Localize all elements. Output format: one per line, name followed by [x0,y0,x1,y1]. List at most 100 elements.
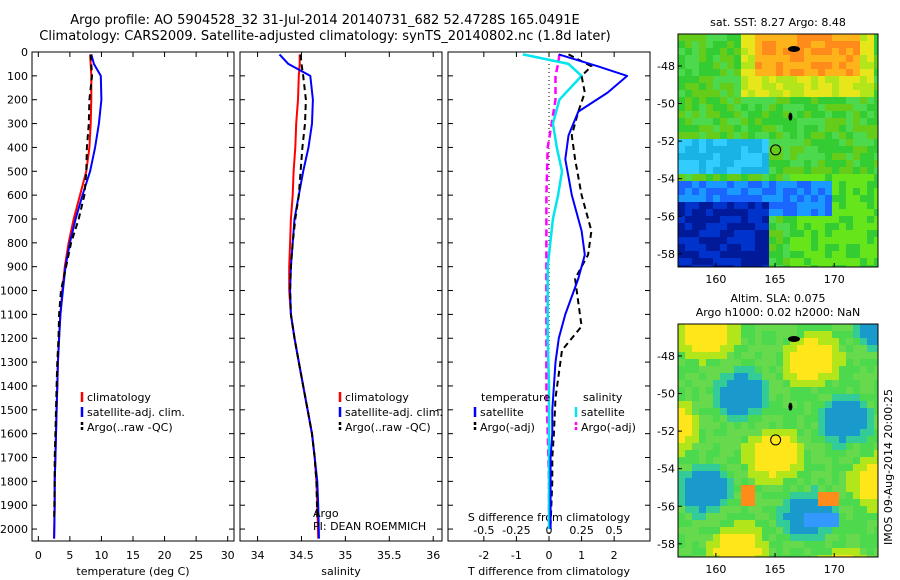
depth-tick-label: 600 [7,189,28,202]
sst-map-ytick-label: -48 [657,60,675,73]
difference-legend-sal-argo-label: Argo(-adj) [581,421,636,434]
depth-tick-label: 900 [7,261,28,274]
sst-island-shape [787,46,800,53]
figure-title-line1: Argo profile: AO 5904528_32 31-Jul-2014 … [70,13,580,28]
legend-temperature-heading: temperature [481,391,550,404]
salinity-legend-argo-label: Argo(..raw -QC) [345,421,431,434]
sla-map-ytick-label: -50 [657,388,675,401]
difference-salinity-argo-line [545,54,561,525]
depth-tick-label: 1300 [0,356,28,369]
sla-argo-marker [770,434,782,446]
depth-tick-label: 1000 [0,285,28,298]
difference-x2tick-label: -0.25 [502,524,530,537]
sla-heatmap-cells [678,324,878,557]
depth-tick-label: 1200 [0,332,28,345]
difference-legend-sal-satellite-label: satellite [581,406,625,419]
depth-tick-label: 1500 [0,404,28,417]
sst-heatmap-cells [678,34,878,267]
sst-map-ytick-label: -58 [657,248,675,261]
depth-tick-label: 1900 [0,499,28,512]
argo-annotation: Argo [313,507,339,520]
temperature-xlabel: temperature (deg C) [76,565,189,578]
difference-xtick-label: 1 [578,549,585,562]
difference-xtick-label: -1 [511,549,522,562]
salinity-xtick-label: 36 [426,549,440,562]
sla-map-subtitle: Argo h1000: 0.02 h2000: NaN [696,306,861,319]
sst-map-ytick-label: -50 [657,98,675,111]
figure-title-line2: Climatology: CARS2009. Satellite-adjuste… [39,29,611,44]
sst-island-shape [788,112,793,121]
difference-legend-temp-satellite-label: satellite [480,406,524,419]
depth-tick-label: 1400 [0,380,28,393]
difference-salinity-satellite-line [522,53,583,530]
sla-map-xtick-label: 165 [765,563,786,576]
pi-annotation: PI: DEAN ROEMMICH [313,520,426,533]
sst-map-xtick-label: 165 [765,273,786,286]
temperature-xtick-label: 15 [126,549,140,562]
sst-map-xtick-label: 160 [705,273,726,286]
difference-x2tick-label: 0.25 [569,524,594,537]
salinity-legend-satellite-label: satellite-adj. clim. [345,406,443,419]
salinity-xtick-label: 34.5 [289,549,314,562]
temperature-xtick-label: 25 [189,549,203,562]
salinity-satellite-line [278,53,320,539]
sla-map-ytick-label: -54 [657,463,675,476]
depth-tick-label: 100 [7,70,28,83]
depth-tick-label: 500 [7,165,28,178]
sla-map-xtick-label: 160 [705,563,726,576]
depth-tick-label: 700 [7,213,28,226]
depth-tick-label: 1100 [0,308,28,321]
difference-x2tick-label: 0.5 [605,524,623,537]
sst-map-xtick-label: 170 [824,273,845,286]
sla-map-xtick-label: 170 [824,563,845,576]
imos-credit: IMOS 09-Aug-2014 20:00:25 [882,389,895,545]
difference-xtick-label: -2 [478,549,489,562]
depth-tick-label: 1700 [0,452,28,465]
temperature-xtick-label: 10 [94,549,108,562]
salinity-xlabel: salinity [321,565,361,578]
difference-x2tick-label: 0 [546,524,553,537]
depth-tick-label: 2000 [0,523,28,536]
salinity-xtick-label: 35.5 [377,549,402,562]
salinity-argo-line [289,54,319,520]
legend-salinity-heading: salinity [583,391,623,404]
difference-temperature-satellite-line [549,53,629,530]
sst-map-title: sat. SST: 8.27 Argo: 8.48 [710,16,846,29]
temperature-legend-argo-label: Argo(..raw -QC) [87,421,173,434]
depth-tick-label: 800 [7,237,28,250]
temperature-xtick-label: 0 [35,549,42,562]
sst-map-ytick-label: -52 [657,135,675,148]
temperature-xtick-label: 5 [66,549,73,562]
difference-legend-temp-argo-label: Argo(-adj) [480,421,535,434]
salinity-xtick-label: 34 [251,549,265,562]
sla-map-ytick-label: -58 [657,538,675,551]
sst-map-ytick-label: -56 [657,210,675,223]
sst-argo-marker [770,144,782,156]
temperature-legend-satellite-label: satellite-adj. clim. [87,406,185,419]
salinity-panel-frame [239,51,443,542]
temperature-legend-climatology-label: climatology [87,391,151,404]
temperature-xtick-label: 20 [158,549,172,562]
sla-island-shape [787,336,800,343]
sst-map-ytick-label: -54 [657,173,675,186]
difference-xtick-label: 0 [546,549,553,562]
salinity-legend-climatology-label: climatology [345,391,409,404]
sla-map-ytick-label: -52 [657,425,675,438]
temperature-argo-line [53,54,93,520]
sst-map-frame [677,33,879,268]
depth-tick-label: 400 [7,141,28,154]
depth-tick-label: 300 [7,118,28,131]
difference-xlabel: T difference from climatology [467,565,630,578]
difference-temperature-argo-line [549,53,593,525]
sla-map-ytick-label: -48 [657,350,675,363]
depth-tick-label: 1800 [0,475,28,488]
difference-xtick-label: 2 [611,549,618,562]
sla-island-shape [788,402,793,411]
sla-map-title: Altim. SLA: 0.075 [730,292,825,305]
difference-x2tick-label: -0.5 [473,524,494,537]
depth-tick-label: 0 [21,46,28,59]
salinity-xtick-label: 35 [338,549,352,562]
temperature-xtick-label: 30 [221,549,235,562]
sla-map-frame [677,323,879,558]
